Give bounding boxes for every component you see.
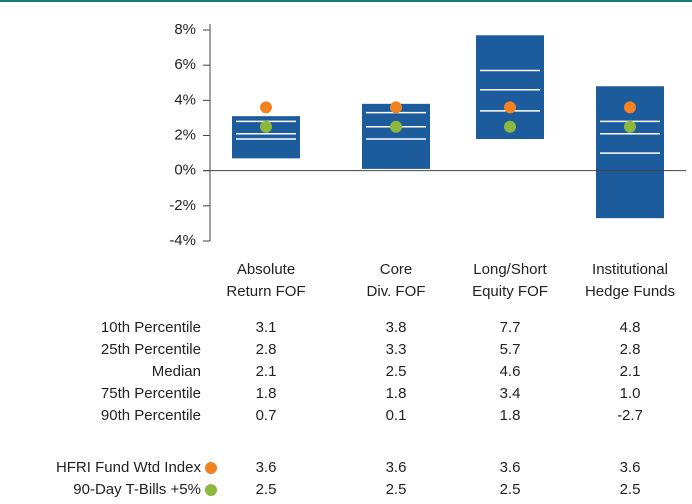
dot (504, 101, 516, 114)
cell: 1.8 (386, 385, 407, 402)
dot (624, 101, 636, 114)
cell: 1.8 (500, 407, 521, 424)
cell: 2.5 (386, 363, 407, 380)
category-label: Absolute (237, 261, 295, 278)
legend-label: HFRI Fund Wtd Index (56, 459, 202, 476)
cell: 2.8 (256, 341, 277, 358)
cell: 3.6 (386, 459, 407, 476)
cell: 7.7 (500, 319, 521, 336)
y-tick-label: -4% (169, 232, 196, 249)
dot (260, 101, 272, 114)
row-label: 10th Percentile (101, 319, 201, 336)
cell: 3.6 (500, 459, 521, 476)
row-label: 90th Percentile (101, 407, 201, 424)
y-tick-label: 6% (174, 56, 196, 73)
cell: 2.1 (620, 363, 641, 380)
cell: 1.0 (620, 385, 641, 402)
cell: 1.8 (256, 385, 277, 402)
cell: 2.8 (620, 341, 641, 358)
cell: 3.6 (620, 459, 641, 476)
legend-label: 90-Day T-Bills +5% (73, 481, 201, 498)
row-label: 25th Percentile (101, 341, 201, 358)
cell: 0.7 (256, 407, 277, 424)
category-label: Hedge Funds (585, 283, 675, 300)
dot (624, 120, 636, 133)
cell: 3.8 (386, 319, 407, 336)
legend-dot (205, 462, 217, 474)
legend-dot (205, 484, 217, 496)
cell: 3.6 (256, 459, 277, 476)
cell: -2.7 (617, 407, 643, 424)
cell: 3.1 (256, 319, 277, 336)
y-tick-label: -2% (169, 197, 196, 214)
dot (260, 120, 272, 133)
dot (390, 120, 402, 133)
cell: 2.1 (256, 363, 277, 380)
dot (504, 120, 516, 133)
top-rule (0, 0, 692, 2)
category-label: Long/Short (473, 261, 547, 278)
y-tick-label: 4% (174, 91, 196, 108)
category-label: Core (380, 261, 413, 278)
cell: 2.5 (500, 481, 521, 498)
cell: 2.5 (620, 481, 641, 498)
cell: 5.7 (500, 341, 521, 358)
cell: 0.1 (386, 407, 407, 424)
category-label: Institutional (592, 261, 668, 278)
cell: 4.6 (500, 363, 521, 380)
cell: 2.5 (256, 481, 277, 498)
bar (362, 103, 430, 169)
cell: 4.8 (620, 319, 641, 336)
row-label: Median (152, 363, 201, 380)
cell: 3.4 (500, 385, 521, 402)
y-tick-label: 8% (174, 21, 196, 38)
row-label: 75th Percentile (101, 385, 201, 402)
y-tick-label: 0% (174, 162, 196, 179)
category-label: Div. FOF (367, 283, 426, 300)
cell: 2.5 (386, 481, 407, 498)
y-tick-label: 2% (174, 126, 196, 143)
cell: 3.3 (386, 341, 407, 358)
category-label: Return FOF (226, 283, 305, 300)
dot (390, 101, 402, 114)
category-label: Equity FOF (472, 283, 548, 300)
